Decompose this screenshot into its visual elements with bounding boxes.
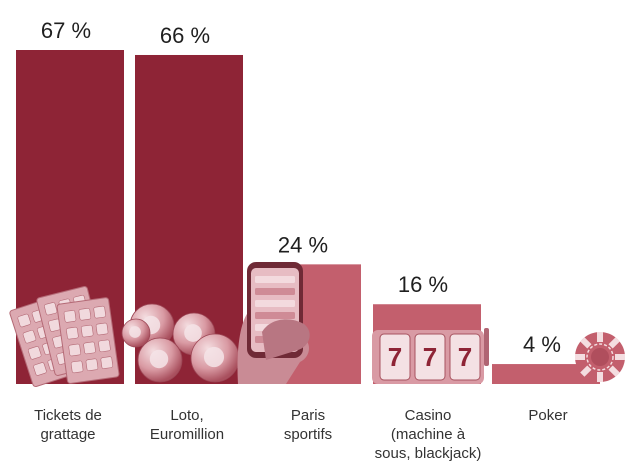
category-label-1: Loto, Euromillion <box>150 407 224 443</box>
category-label-0-line-0: Tickets de <box>34 407 102 424</box>
value-label-4: 4 % <box>523 332 561 357</box>
category-label-1-line-1: Euromillion <box>150 426 224 443</box>
bar-4 <box>492 364 600 384</box>
value-label-0: 67 % <box>41 18 91 43</box>
value-label-2: 24 % <box>278 232 328 257</box>
category-label-3: Casino (machine à sous, blackjack) <box>375 407 482 462</box>
svg-text:7: 7 <box>458 342 472 372</box>
smartphone-betting-icon <box>237 262 310 384</box>
category-label-0-line-1: grattage <box>40 426 95 443</box>
labels-layer: 67 % Tickets de grattage 66 % Loto, Euromilli… <box>34 18 568 462</box>
poker-chip-icon <box>575 332 625 382</box>
svg-text:7: 7 <box>423 342 437 372</box>
category-label-3-line-2: sous, blackjack) <box>375 445 482 462</box>
category-label-1-line-0: Loto, <box>170 407 203 424</box>
category-label-2-line-0: Paris <box>291 407 325 424</box>
bars-layer <box>16 50 600 384</box>
value-label-3: 16 % <box>398 272 448 297</box>
category-label-2: Paris sportifs <box>284 407 332 443</box>
category-label-0: Tickets de grattage <box>34 407 102 443</box>
category-label-4-line-0: Poker <box>528 407 567 424</box>
scratch-tickets-icon <box>9 286 120 388</box>
category-label-2-line-1: sportifs <box>284 426 332 443</box>
category-label-3-line-0: Casino <box>405 407 452 424</box>
category-label-3-line-1: (machine à <box>391 426 466 443</box>
svg-text:7: 7 <box>388 342 402 372</box>
category-label-4: Poker <box>528 407 567 424</box>
value-label-1: 66 % <box>160 23 210 48</box>
lottery-balls-icon <box>121 303 240 383</box>
